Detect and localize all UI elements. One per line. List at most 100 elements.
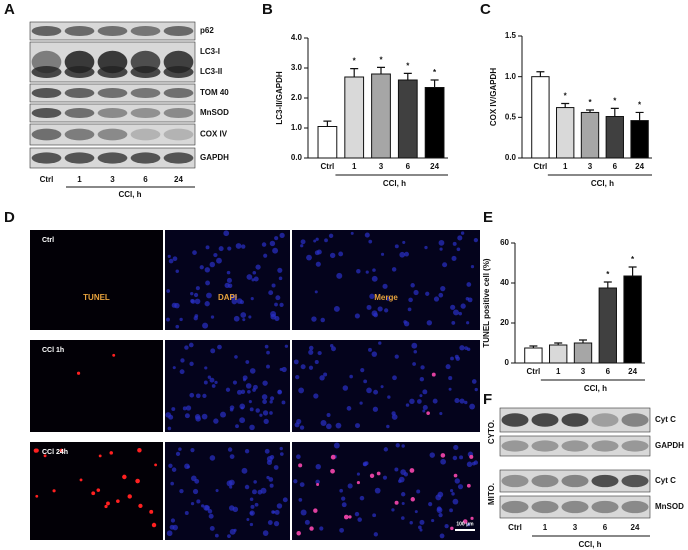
- bar: [317, 126, 338, 159]
- nucleus: [319, 375, 325, 381]
- tunel-dot: [296, 531, 301, 536]
- nucleus: [184, 345, 189, 350]
- nucleus: [320, 317, 326, 323]
- nucleus: [400, 469, 407, 475]
- nucleus: [454, 398, 460, 404]
- micrograph: [30, 442, 163, 540]
- error-bar: [610, 107, 619, 117]
- group-label: MITO.: [487, 483, 496, 505]
- nucleus: [333, 305, 340, 312]
- nucleus: [464, 400, 468, 405]
- blot-band: [64, 128, 95, 141]
- nucleus: [300, 239, 306, 245]
- nucleus: [354, 511, 360, 517]
- nucleus: [459, 398, 465, 404]
- nucleus: [232, 380, 238, 385]
- nucleus: [314, 250, 320, 256]
- nucleus: [204, 301, 210, 307]
- x-tick-label: 6: [406, 162, 411, 171]
- nucleus: [274, 236, 279, 241]
- nucleus: [227, 447, 233, 452]
- nucleus: [335, 422, 342, 429]
- nucleus: [249, 368, 256, 374]
- tunel-dot: [426, 411, 430, 415]
- tunel-dot: [316, 482, 320, 486]
- nucleus: [452, 455, 458, 461]
- nucleus: [419, 528, 423, 532]
- nucleus: [339, 488, 343, 493]
- nucleus: [360, 368, 365, 373]
- nucleus: [433, 296, 440, 302]
- tunel-dot: [104, 504, 108, 509]
- blot-band: [621, 440, 649, 452]
- tunel-dot: [343, 514, 349, 520]
- x-tick-label: 24: [430, 162, 439, 171]
- row-label: Ctrl: [42, 237, 54, 244]
- blot-band: [621, 413, 649, 427]
- nucleus: [394, 244, 399, 249]
- blot-label: COX IV: [200, 130, 228, 139]
- bar: [556, 107, 575, 159]
- blot-band: [31, 87, 62, 99]
- nucleus: [179, 369, 185, 375]
- nucleus: [400, 492, 406, 497]
- micrograph: [292, 230, 480, 330]
- nucleus: [405, 403, 410, 407]
- nucleus: [229, 485, 233, 489]
- nucleus: [194, 298, 201, 305]
- nucleus: [331, 346, 336, 352]
- nucleus: [368, 347, 372, 352]
- nucleus: [454, 478, 460, 484]
- nucleus: [419, 394, 423, 398]
- blot-band: [31, 152, 62, 164]
- blot-band: [531, 413, 559, 427]
- nucleus: [203, 380, 208, 385]
- nucleus: [394, 467, 399, 472]
- nucleus: [410, 283, 415, 288]
- channel-label: DAPI: [218, 293, 237, 302]
- tunel-dot: [298, 463, 303, 468]
- y-axis-label: COX IV/GAPDH: [489, 68, 498, 126]
- blot-label: GAPDH: [200, 153, 229, 162]
- nucleus: [246, 517, 250, 521]
- nucleus: [424, 245, 428, 250]
- blot-band: [64, 87, 95, 99]
- nucleus: [242, 318, 246, 322]
- nucleus: [229, 528, 236, 535]
- nucleus: [294, 422, 300, 428]
- nucleus: [460, 303, 466, 309]
- blot-band: [163, 128, 194, 141]
- nucleus: [372, 406, 379, 412]
- nucleus: [304, 519, 310, 525]
- micrograph: [292, 340, 480, 432]
- blot-band: [97, 128, 128, 141]
- tunel-dot: [409, 468, 415, 473]
- significance-mark: *: [353, 57, 357, 66]
- nucleus: [240, 312, 247, 318]
- nucleus: [277, 389, 283, 395]
- nucleus: [422, 405, 428, 411]
- tunel-dot: [122, 474, 127, 480]
- x-axis-label: CCl, h: [383, 179, 406, 188]
- nucleus: [184, 463, 190, 470]
- nucleus: [380, 252, 385, 256]
- nucleus: [448, 376, 453, 381]
- nucleus: [171, 467, 177, 472]
- nucleus: [452, 241, 457, 246]
- nucleus: [231, 298, 238, 305]
- nucleus: [269, 411, 273, 415]
- nucleus: [214, 533, 219, 538]
- nucleus: [263, 253, 268, 258]
- nucleus: [326, 423, 332, 430]
- nucleus: [269, 240, 276, 247]
- nucleus: [250, 504, 255, 509]
- blot-band: [561, 500, 589, 514]
- nucleus: [193, 292, 199, 298]
- nucleus: [226, 270, 231, 275]
- nucleus: [324, 238, 328, 243]
- nucleus: [298, 387, 305, 394]
- bar: [524, 347, 543, 364]
- nucleus: [269, 400, 273, 404]
- nucleus: [166, 530, 173, 537]
- nucleus: [429, 452, 435, 458]
